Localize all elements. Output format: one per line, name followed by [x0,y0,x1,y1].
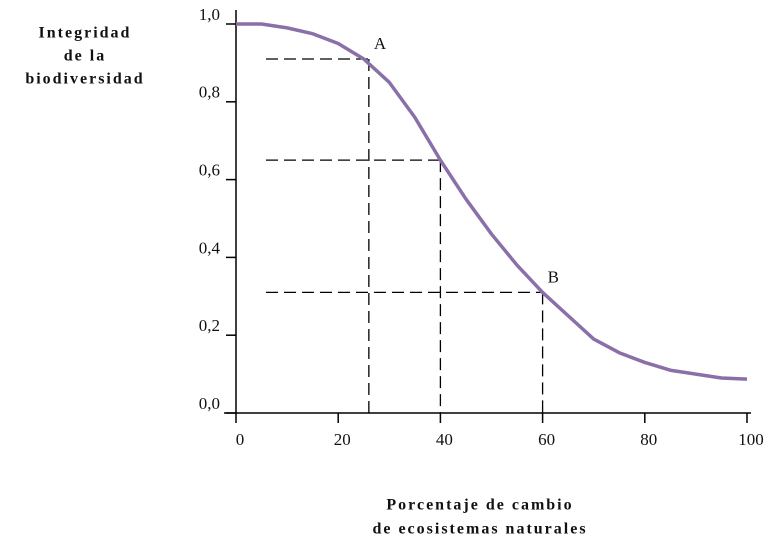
x-axis-label: Porcentaje de cambio [386,497,573,514]
y-tick-label: 0,8 [199,83,220,102]
x-tick-label: 80 [640,430,657,449]
x-tick-label: 100 [738,430,764,449]
annotation: B [548,267,559,286]
x-tick-label: 20 [334,430,351,449]
y-axis-label: de la [64,48,106,65]
y-axis-label: biodiversidad [25,71,144,88]
curve [236,22,748,381]
y-tick-label: 0,4 [199,238,221,257]
x-tick-label: 60 [538,430,555,449]
y-tick-label: 0,6 [199,161,220,180]
x-tick-label: 0 [236,430,245,449]
y-axis-label: Integridad [39,25,132,42]
y-tick-label: 0,2 [199,316,220,335]
y-tick-label: 0,0 [199,394,220,413]
annotation: A [374,34,387,53]
x-axis-label: de ecosistemas naturales [372,521,587,538]
y-tick-label: 1,0 [199,5,220,24]
x-tick-label: 40 [436,430,453,449]
